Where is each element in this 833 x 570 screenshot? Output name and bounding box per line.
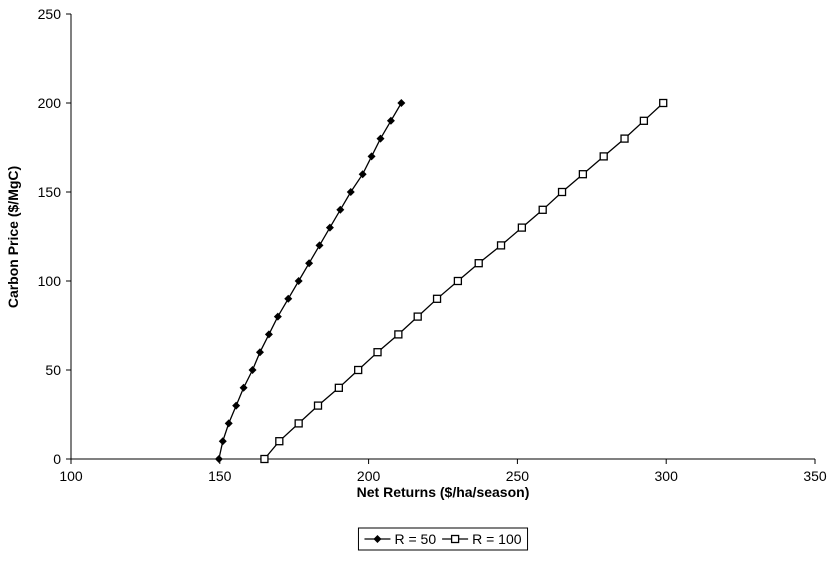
marker-square — [620, 134, 629, 143]
marker-diamond — [397, 99, 406, 107]
marker-diamond — [255, 348, 264, 357]
marker-square — [313, 401, 323, 410]
marker-square — [354, 365, 363, 375]
marker-square — [496, 241, 506, 250]
marker-square — [639, 116, 649, 125]
x-tick-label: 150 — [208, 468, 232, 484]
x-axis-title: Net Returns ($/ha/season) — [357, 484, 530, 500]
marker-diamond — [325, 223, 334, 232]
marker-square — [432, 294, 442, 303]
marker-square — [334, 383, 343, 392]
marker-diamond — [373, 535, 382, 543]
legend: R = 50 R = 100 — [357, 527, 529, 551]
y-tick-label: 100 — [38, 273, 62, 289]
marker-diamond — [346, 188, 355, 196]
marker-diamond — [367, 152, 376, 161]
marker-diamond — [232, 401, 241, 410]
marker-square — [275, 437, 284, 446]
x-tick-label: 300 — [655, 468, 679, 484]
marker-diamond — [224, 419, 233, 428]
marker-square — [413, 312, 422, 321]
legend-label: R = 50 — [394, 531, 436, 547]
marker-diamond — [386, 116, 395, 125]
marker-square — [517, 223, 527, 232]
marker-square — [659, 98, 668, 108]
marker-diamond — [284, 294, 293, 303]
marker-square — [394, 330, 403, 339]
marker-square — [294, 419, 303, 428]
x-tick-label: 200 — [357, 468, 381, 484]
y-axis-title: Carbon Price ($/MgC) — [5, 166, 21, 308]
x-tick-label: 100 — [59, 468, 83, 484]
marker-diamond — [248, 366, 257, 374]
marker-diamond — [315, 241, 324, 250]
legend-label: R = 100 — [472, 531, 522, 547]
x-tick-label: 350 — [803, 468, 827, 484]
marker-square — [450, 534, 460, 544]
marker-diamond — [336, 205, 345, 214]
marker-square — [373, 348, 382, 357]
y-tick-label: 50 — [45, 362, 61, 378]
marker-diamond — [376, 134, 385, 143]
x-tick-label: 250 — [506, 468, 530, 484]
marker-square — [453, 276, 463, 286]
marker-diamond — [273, 312, 282, 321]
marker-square — [474, 259, 483, 268]
marker-diamond — [214, 455, 223, 463]
marker-diamond — [305, 259, 314, 268]
y-tick-label: 250 — [38, 6, 62, 22]
marker-diamond — [358, 170, 367, 179]
marker-diamond — [218, 437, 227, 446]
y-tick-label: 150 — [38, 184, 62, 200]
y-tick-label: 0 — [53, 451, 61, 467]
y-tick-label: 200 — [38, 95, 62, 111]
marker-square — [578, 170, 588, 179]
marker-diamond — [264, 330, 273, 339]
marker-square — [557, 187, 567, 197]
marker-diamond — [239, 383, 248, 392]
marker-square — [538, 205, 547, 214]
marker-square — [599, 152, 608, 161]
marker-diamond — [294, 277, 303, 285]
marker-square — [260, 454, 269, 464]
